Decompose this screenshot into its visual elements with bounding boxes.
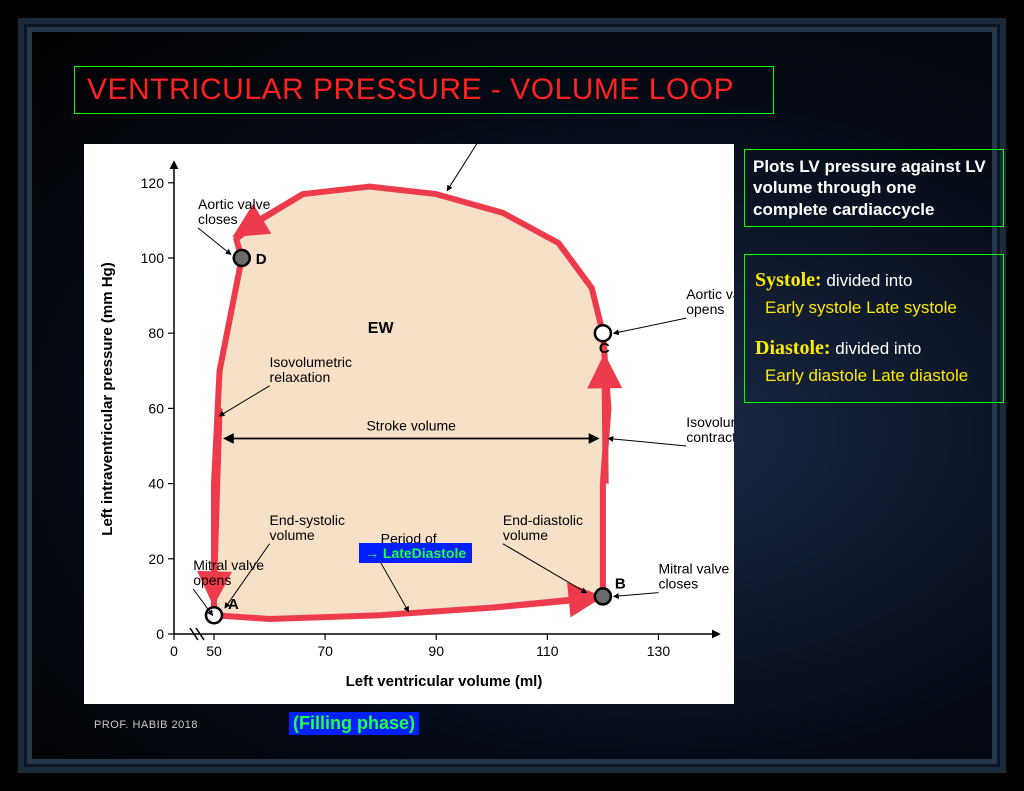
pv-loop-chart: 0 20 40 60 80 100 120 0 50 70 90 110 130 Left ventric… (84, 144, 734, 704)
svg-text:Aortic valve: Aortic valve (686, 286, 734, 302)
diastole-text: divided into (835, 339, 921, 358)
svg-text:B: B (615, 575, 626, 592)
svg-text:0: 0 (170, 643, 178, 659)
svg-text:90: 90 (428, 643, 444, 659)
svg-text:EW: EW (368, 320, 395, 337)
diastole-header: Diastole: (755, 337, 831, 359)
svg-text:120: 120 (141, 175, 165, 191)
svg-text:50: 50 (206, 643, 222, 659)
svg-text:40: 40 (148, 476, 164, 492)
svg-text:Left intraventricular pressure: Left intraventricular pressure (mm Hg) (99, 262, 116, 535)
svg-text:End-diastolic: End-diastolic (503, 512, 583, 528)
svg-text:relaxation: relaxation (270, 369, 331, 385)
svg-text:closes: closes (198, 211, 238, 227)
svg-text:20: 20 (148, 551, 164, 567)
phases-box: Systole: divided into Early systole Late… (744, 254, 1004, 403)
systole-header: Systole: (755, 269, 822, 291)
slide-frame: VENTRICULAR PRESSURE - VOLUME LOOP 0 20 40… (18, 18, 1006, 773)
svg-text:Stroke volume: Stroke volume (366, 417, 456, 433)
diastole-line: Diastole: divided into (755, 333, 993, 363)
svg-text:Isovolumetric: Isovolumetric (686, 414, 734, 430)
svg-text:Left ventricular volume (ml): Left ventricular volume (ml) (346, 673, 543, 690)
svg-text:0: 0 (156, 626, 164, 642)
systole-text: divided into (826, 271, 912, 290)
author-footer: PROF. HABIB 2018 (94, 719, 198, 731)
svg-text:opens: opens (686, 301, 724, 317)
svg-text:130: 130 (647, 643, 671, 659)
svg-text:contraction: contraction (686, 429, 734, 445)
slide-title: VENTRICULAR PRESSURE - VOLUME LOOP (74, 66, 774, 114)
svg-text:Aortic valve: Aortic valve (198, 196, 271, 212)
svg-text:A: A (228, 596, 239, 613)
svg-text:60: 60 (148, 400, 164, 416)
systole-line: Systole: divided into (755, 265, 993, 295)
svg-text:D: D (256, 251, 267, 268)
svg-text:volume: volume (503, 527, 548, 543)
svg-text:End-systolic: End-systolic (270, 512, 345, 528)
svg-text:Mitral valve: Mitral valve (193, 557, 264, 573)
diastole-sub: Early diastole Late diastole (765, 363, 993, 389)
description-box: Plots LV pressure against LV volume thro… (744, 149, 1004, 227)
svg-text:80: 80 (148, 325, 164, 341)
systole-sub: Early systole Late systole (765, 295, 993, 321)
svg-text:Mitral valve: Mitral valve (658, 561, 729, 577)
svg-text:C: C (599, 340, 610, 357)
svg-text:100: 100 (141, 250, 165, 266)
filling-phase-badge: (Filling phase) (289, 712, 419, 735)
svg-text:volume: volume (270, 527, 315, 543)
svg-text:opens: opens (193, 572, 231, 588)
svg-text:closes: closes (658, 576, 698, 592)
svg-text:Isovolumetric: Isovolumetric (270, 354, 352, 370)
svg-text:110: 110 (536, 643, 559, 659)
svg-text:70: 70 (317, 643, 333, 659)
late-diastole-badge: → LateDiastole (359, 543, 472, 563)
